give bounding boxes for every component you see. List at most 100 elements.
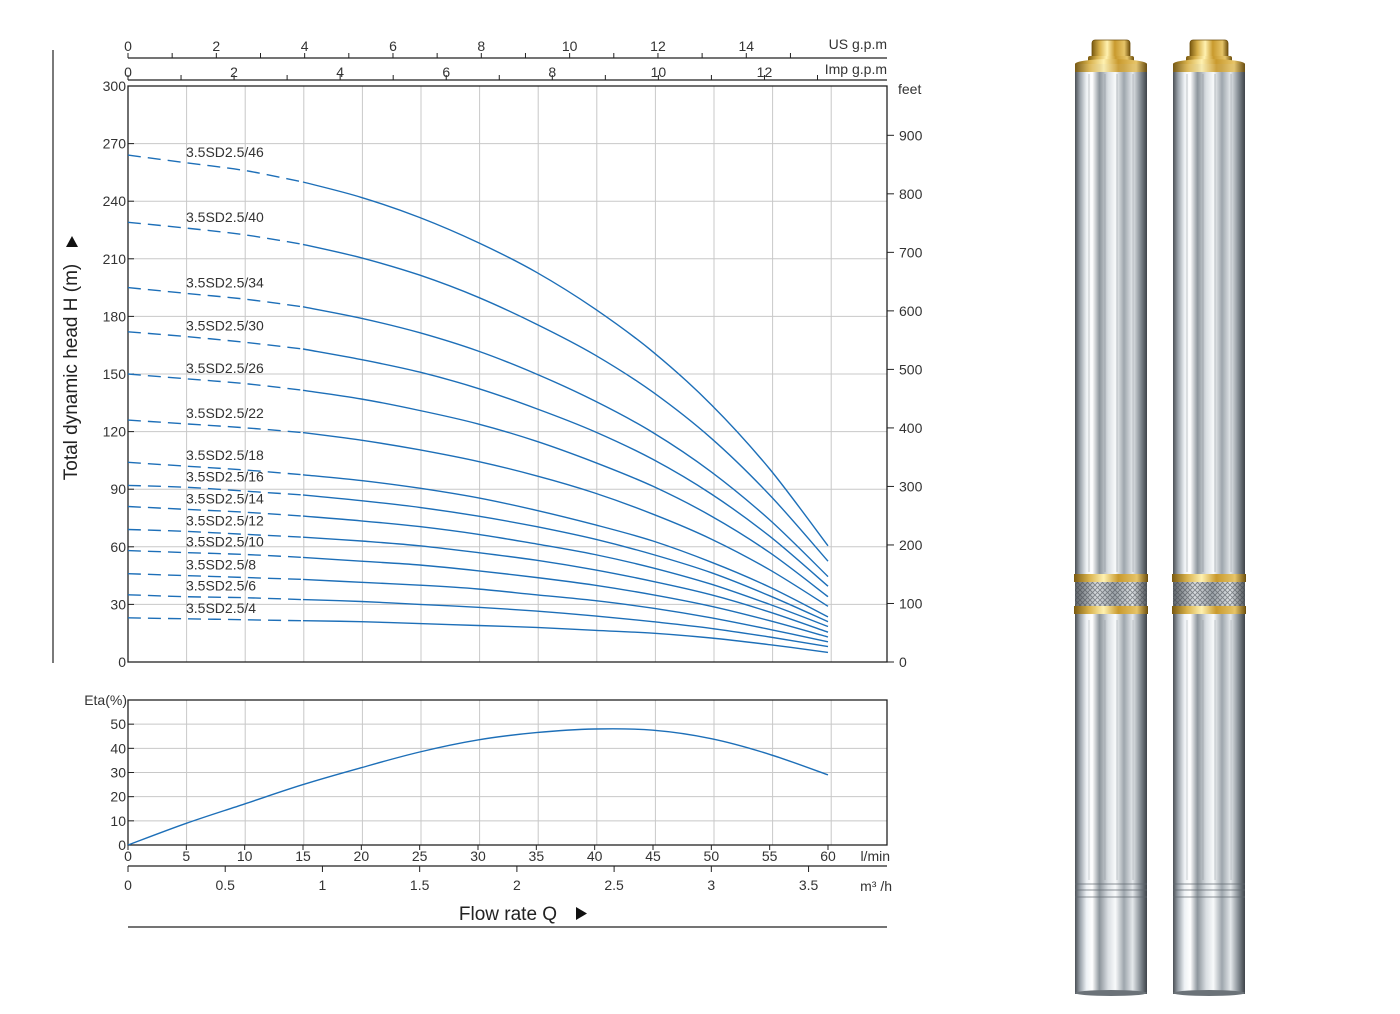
head-curve-dashed (127, 573, 304, 581)
head-tick-label: 210 (103, 251, 127, 267)
head-curve (302, 598, 829, 648)
imp-gpm-tick-label: 12 (757, 64, 773, 80)
imp-gpm-tick-label: 0 (124, 64, 132, 80)
head-curve-dashed (127, 617, 304, 622)
m3h-tick-label: 2 (513, 877, 521, 893)
eta-tick-label: 10 (110, 813, 126, 829)
eta-tick-label: 20 (110, 789, 126, 805)
eta-axis-ticks: 0 10 20 30 40 50 (110, 716, 134, 853)
us-gpm-tick-label: 4 (301, 38, 309, 54)
curve-label: 3.5SD2.5/16 (186, 468, 264, 484)
imp-gpm-axis-title: Imp g.p.m (825, 61, 887, 77)
curve-labels: 3.5SD2.5/4 3.5SD2.5/6 3.5SD2.5/8 3.5SD2.5/1… (186, 144, 264, 616)
curve-label: 3.5SD2.5/12 (186, 512, 264, 528)
head-curve-dashed (127, 505, 304, 517)
head-curve (302, 515, 829, 628)
lmin-tick-label: 60 (820, 848, 836, 864)
head-curve-dashed (127, 373, 304, 391)
head-curve-dashed (127, 286, 304, 308)
head-tick-label: 180 (103, 308, 127, 324)
curve-label: 3.5SD2.5/34 (186, 274, 264, 290)
curve-label: 3.5SD2.5/46 (186, 144, 264, 160)
pump-illustration (1074, 39, 1148, 996)
head-curve (302, 474, 829, 618)
feet-tick-label: 600 (899, 303, 923, 319)
lmin-tick-label: 25 (412, 848, 428, 864)
curve-label: 3.5SD2.5/14 (186, 490, 264, 506)
head-curve (302, 556, 829, 638)
head-curve (302, 348, 829, 587)
head-curve-dashed (127, 331, 304, 350)
feet-tick-label: 700 (899, 244, 923, 260)
head-curve (302, 243, 829, 562)
head-curve (302, 389, 829, 598)
efficiency-curve (127, 728, 829, 846)
eta-tick-label: 40 (110, 740, 126, 756)
head-axis-ticks: 0 30 60 90 120 150 180 210 240 270 300 (103, 78, 134, 670)
feet-tick-label: 200 (899, 537, 923, 553)
eta-tick-label: 30 (110, 765, 126, 781)
lmin-tick-label: 40 (587, 848, 603, 864)
imp-gpm-tick-label: 2 (230, 64, 238, 80)
head-axis-arrow-icon (66, 236, 78, 247)
flow-axis-arrow-icon (576, 907, 587, 920)
head-tick-label: 120 (103, 424, 127, 440)
flow-m3h-axis: 0 0.5 1 1.5 2 2.5 3 3.5 (124, 866, 818, 893)
head-curve-dashed (127, 154, 304, 183)
head-curves (127, 154, 829, 654)
lmin-tick-label: 20 (354, 848, 370, 864)
head-axis-title: Total dynamic head H (m) (61, 264, 82, 480)
lmin-tick-label: 10 (237, 848, 253, 864)
us-gpm-tick-label: 14 (738, 38, 754, 54)
pump-illustration (1172, 39, 1246, 996)
imp-gpm-axis: 0 2 4 6 8 10 12 (124, 64, 887, 81)
head-curve (302, 620, 829, 654)
feet-tick-label: 100 (899, 595, 923, 611)
m3h-tick-label: 3 (707, 877, 715, 893)
curve-label: 3.5SD2.5/22 (186, 405, 264, 421)
imp-gpm-tick-label: 6 (442, 64, 450, 80)
head-tick-label: 300 (103, 78, 127, 94)
lmin-tick-label: 15 (295, 848, 311, 864)
pump-illustrations (1074, 39, 1246, 996)
lmin-tick-label: 30 (470, 848, 486, 864)
us-gpm-axis-title: US g.p.m (829, 36, 887, 52)
flow-axis-title: Flow rate Q (459, 904, 557, 925)
curve-label: 3.5SD2.5/40 (186, 209, 264, 225)
eta-grid (128, 700, 887, 845)
m3h-tick-label: 1 (319, 877, 327, 893)
head-curve (302, 536, 829, 633)
m3h-tick-label: 2.5 (604, 877, 624, 893)
curve-label: 3.5SD2.5/8 (186, 557, 256, 573)
feet-tick-label: 800 (899, 186, 923, 202)
imp-gpm-tick-label: 10 (651, 64, 667, 80)
head-curve (302, 578, 829, 643)
head-tick-label: 240 (103, 193, 127, 209)
head-curve (302, 181, 829, 547)
lmin-tick-label: 55 (762, 848, 778, 864)
head-tick-label: 30 (110, 596, 126, 612)
us-gpm-tick-label: 10 (562, 38, 578, 54)
feet-tick-label: 0 (899, 654, 907, 670)
us-gpm-tick-label: 6 (389, 38, 397, 54)
m3h-tick-label: 3.5 (799, 877, 819, 893)
eta-tick-label: 0 (118, 837, 126, 853)
head-tick-label: 0 (118, 654, 126, 670)
feet-tick-label: 500 (899, 361, 923, 377)
feet-tick-label: 300 (899, 478, 923, 494)
feet-axis-ticks: 0 100 200 300 400 500 600 700 800 900 (887, 127, 923, 670)
m3h-unit: m³ /h (860, 878, 892, 894)
head-curve-dashed (127, 549, 304, 559)
imp-gpm-tick-label: 8 (548, 64, 556, 80)
head-curve (302, 306, 829, 578)
head-curve (302, 494, 829, 623)
head-tick-label: 60 (110, 539, 126, 555)
us-gpm-tick-label: 0 (124, 38, 132, 54)
feet-tick-label: 900 (899, 127, 923, 143)
head-tick-label: 150 (103, 366, 127, 382)
head-curve (302, 431, 829, 607)
head-curve-dashed (127, 461, 304, 476)
head-curve-dashed (127, 594, 304, 601)
